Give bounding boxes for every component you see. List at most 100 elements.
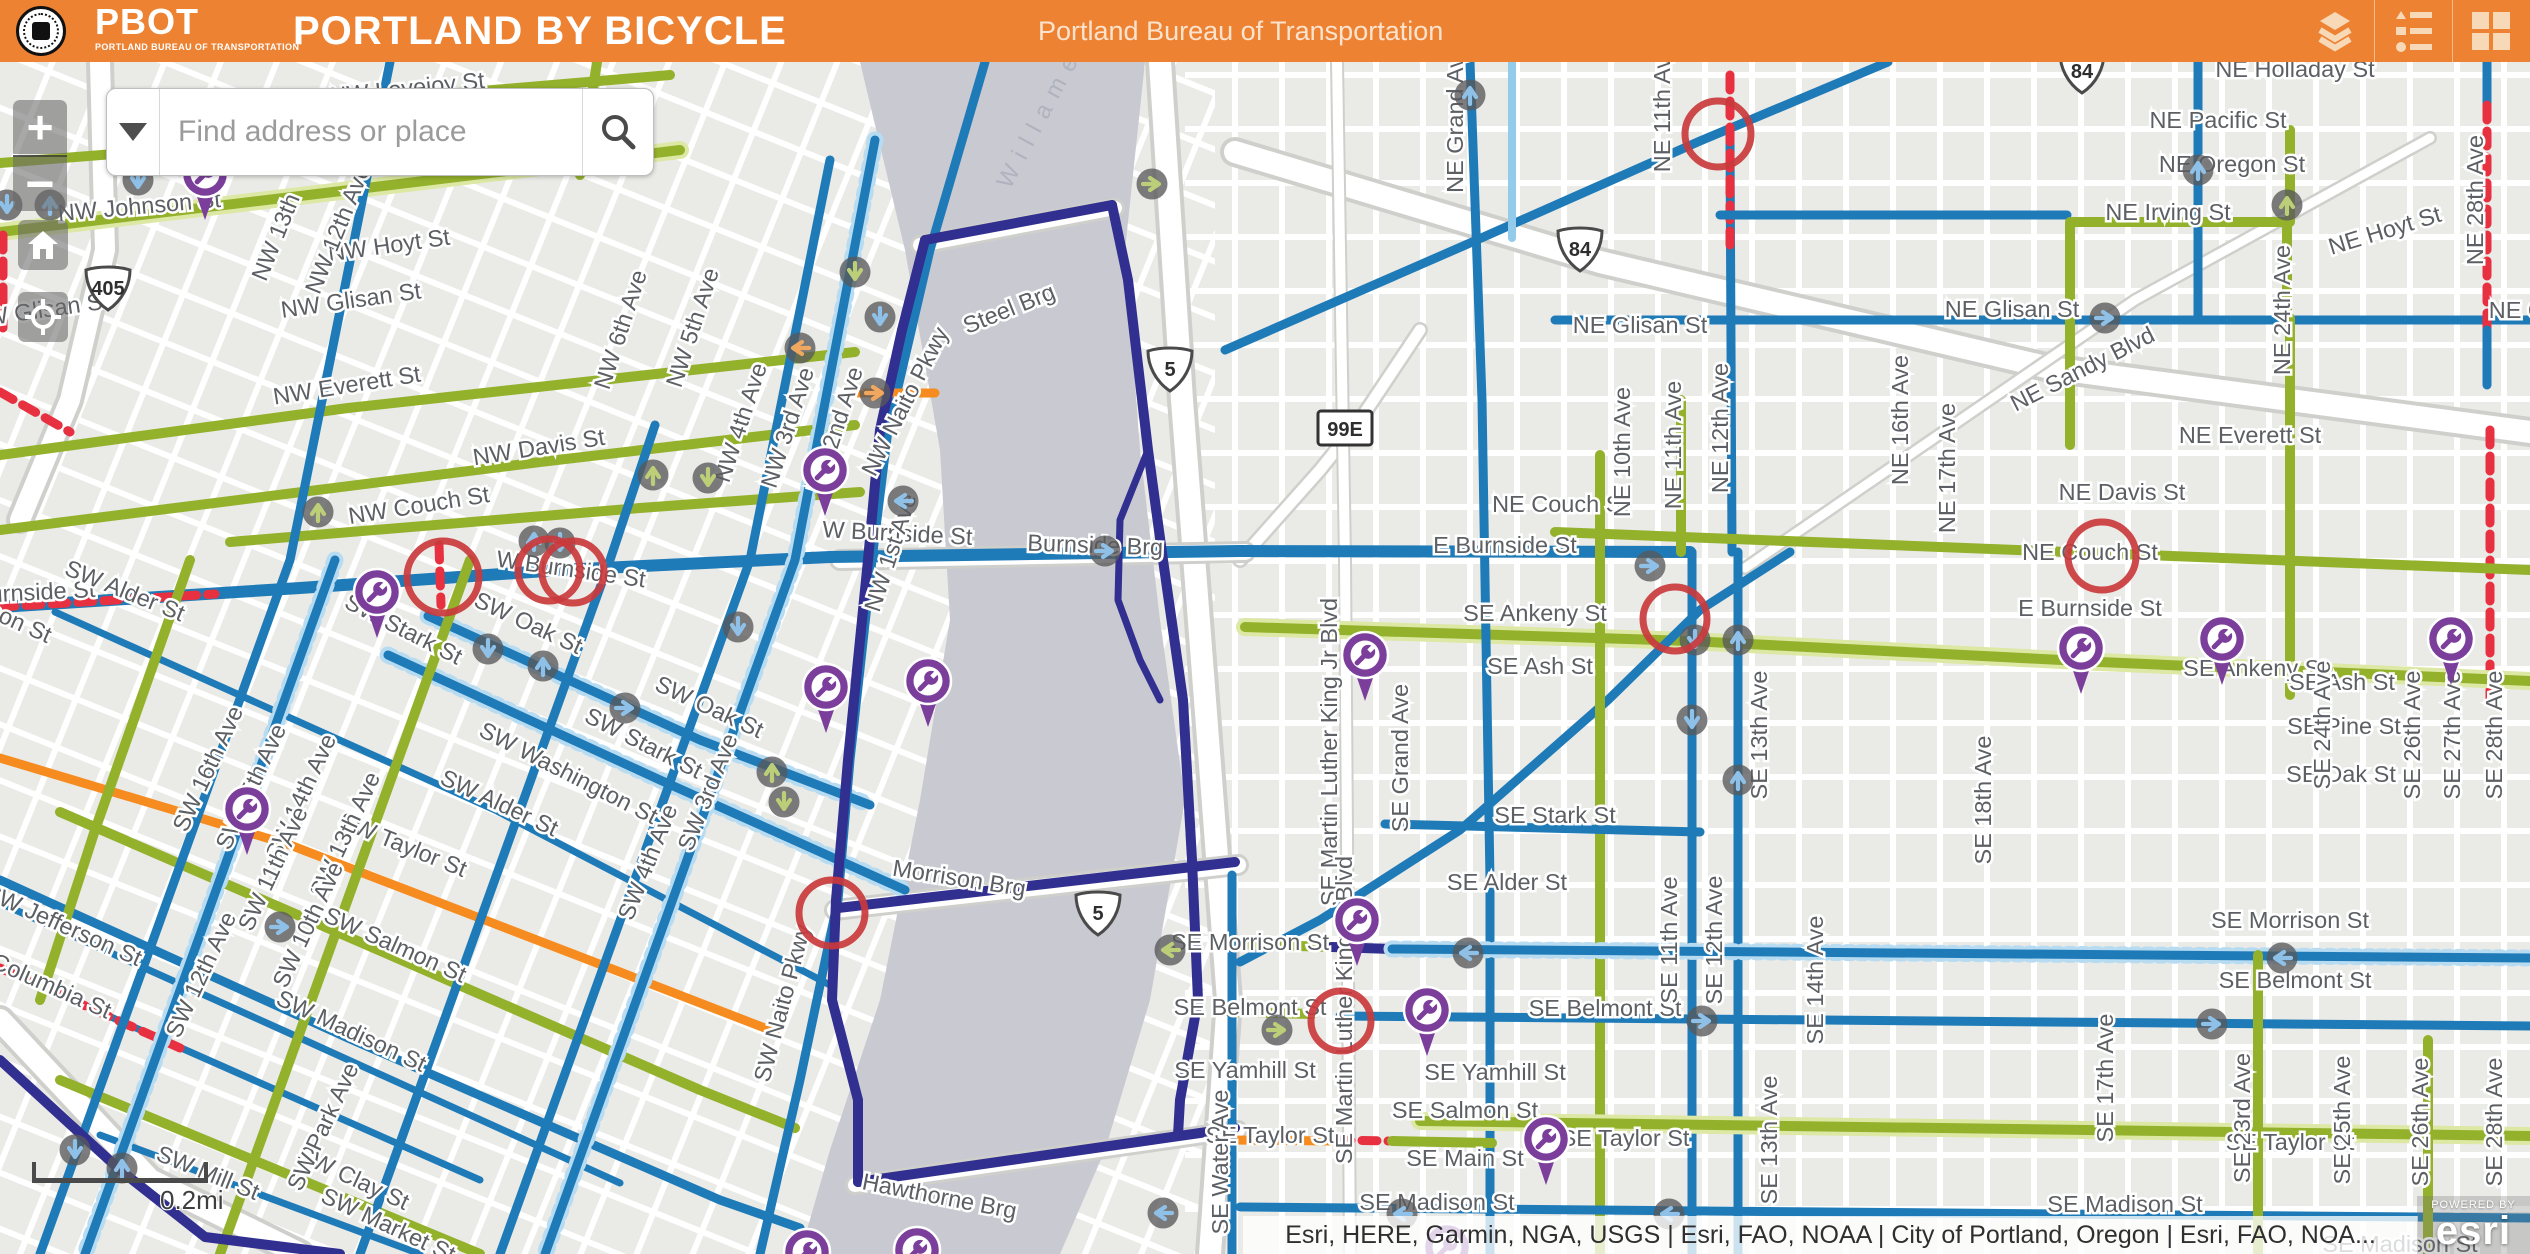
repair-station-pin[interactable] (352, 567, 402, 638)
direction-arrow-icon (2089, 302, 2121, 334)
street-label: SE 23rd Ave (2229, 1053, 2255, 1183)
bike-route (1387, 1136, 1497, 1148)
search-input[interactable] (160, 89, 583, 175)
bike-route (35, 57, 395, 1254)
svg-text:84: 84 (2071, 61, 2094, 83)
pbot-logo: PBOT PORTLAND BUREAU OF TRANSPORTATION (95, 4, 299, 52)
street-label: SE Grand Ave (1387, 684, 1413, 833)
direction-arrow-icon (609, 692, 641, 724)
bike-route (0, 875, 805, 1233)
repair-station-pin[interactable] (1340, 630, 1390, 701)
alert-circle[interactable] (1307, 987, 1375, 1055)
layers-button[interactable] (2296, 0, 2374, 62)
svg-text:405: 405 (91, 278, 124, 300)
alert-circle[interactable] (1639, 583, 1711, 655)
street-label: SE 14th Ave (1802, 916, 1828, 1045)
direction-arrow-icon (839, 256, 871, 288)
repair-station-pin[interactable] (2197, 614, 2247, 685)
street-label: SE Salmon St (1392, 1097, 1539, 1123)
repair-station-pin[interactable] (800, 445, 850, 516)
street-label: SE Morrison St (2211, 907, 2369, 933)
search-submit-button[interactable] (582, 89, 653, 175)
search-icon (602, 115, 636, 150)
locate-button[interactable] (18, 292, 68, 342)
repair-station-pin[interactable] (801, 662, 851, 733)
alert-circle[interactable] (403, 537, 483, 617)
bike-route (1415, 1116, 2530, 1141)
basemap-grid-button[interactable] (2452, 0, 2530, 62)
street-label: SE Belmont St (2219, 967, 2372, 993)
street-label: SE 26th Ave (2399, 671, 2425, 800)
bike-route (1240, 622, 2530, 686)
direction-arrow-icon (859, 377, 891, 409)
bike-route (2065, 217, 2292, 450)
chevron-down-icon (119, 123, 148, 141)
alert-circle[interactable] (1681, 97, 1755, 171)
bike-route (0, 1055, 345, 1254)
bike-route (1225, 1135, 1337, 1146)
direction-arrow-icon (1454, 79, 1486, 111)
street-label: SE 18th Ave (1970, 736, 1996, 865)
repair-station-pin[interactable] (1332, 895, 1382, 966)
wrench-icon (1346, 908, 1369, 931)
wrench-icon (1535, 1127, 1558, 1150)
repair-station-pin[interactable] (2056, 623, 2106, 694)
bike-route (0, 545, 1696, 613)
zoom-in-button[interactable]: + (13, 100, 67, 154)
bike-route (495, 155, 835, 1254)
scale-bar-line (32, 1162, 208, 1183)
bike-route (434, 540, 446, 610)
repair-station-pin[interactable] (782, 1227, 832, 1254)
direction-arrow-icon (472, 633, 504, 665)
alert-circle[interactable] (2064, 518, 2140, 594)
direction-arrow-icon (302, 496, 334, 528)
bike-route (833, 857, 1240, 913)
bike-route (35, 555, 195, 1005)
bike-route (1220, 57, 1893, 355)
street-label: SE Belmont St (1529, 995, 1682, 1021)
street-label: NE 17th Ave (1934, 403, 1960, 533)
bike-route (1335, 1011, 2530, 1031)
bike-route (827, 235, 930, 1187)
repair-station-pin[interactable] (903, 656, 953, 727)
zoom-out-button[interactable]: − (13, 155, 67, 212)
street-label: SE Taylor St (2226, 1129, 2355, 1155)
bike-route (0, 963, 185, 1053)
repair-station-pin[interactable] (892, 1225, 942, 1254)
direction-arrow-icon (1686, 1005, 1718, 1037)
repair-station-pin[interactable] (222, 784, 272, 855)
layers-icon (2318, 12, 2352, 52)
bike-route (1387, 944, 2530, 963)
street-label: NE 16th Ave (1887, 355, 1913, 485)
direction-arrow-icon (1261, 1014, 1293, 1046)
street-label: SE Water Ave (1207, 1090, 1233, 1235)
alert-circle[interactable] (514, 535, 584, 605)
street-label: SE Martin Luther King Jr Blvd (1316, 598, 1342, 906)
willamette-river (800, 62, 1185, 1254)
home-icon (28, 231, 58, 259)
alert-circle[interactable] (795, 876, 869, 950)
bike-route (1331, 1135, 1393, 1146)
street-label: SE Belmont St (1174, 994, 1327, 1020)
street-label: NE Glisan St (2489, 297, 2530, 323)
alert-circle[interactable] (538, 537, 608, 607)
direction-arrow-icon (59, 1134, 91, 1166)
legend-button[interactable] (2374, 0, 2452, 62)
bike-route (51, 608, 834, 989)
alert-markers (403, 97, 2140, 1055)
street-label: NE Oregon St (2159, 151, 2306, 177)
home-button[interactable] (18, 220, 68, 270)
search-dropdown-button[interactable] (107, 89, 161, 175)
highway-shield: 5 (1146, 346, 1194, 393)
street-label: SE Pine St (2287, 713, 2401, 739)
street-label: NE 11th Ave (1649, 44, 1675, 172)
repair-station-pin[interactable] (2426, 614, 2476, 685)
wrench-icon (366, 580, 389, 603)
street-label: NE Irving St (2105, 199, 2231, 225)
street-label: E Burnside St (2018, 595, 2162, 621)
bike-route (853, 1123, 1240, 1187)
repair-station-pin[interactable] (1402, 985, 1452, 1056)
repair-station-pin[interactable] (1521, 1114, 1571, 1185)
street-label: SE Stark St (1494, 802, 1616, 828)
